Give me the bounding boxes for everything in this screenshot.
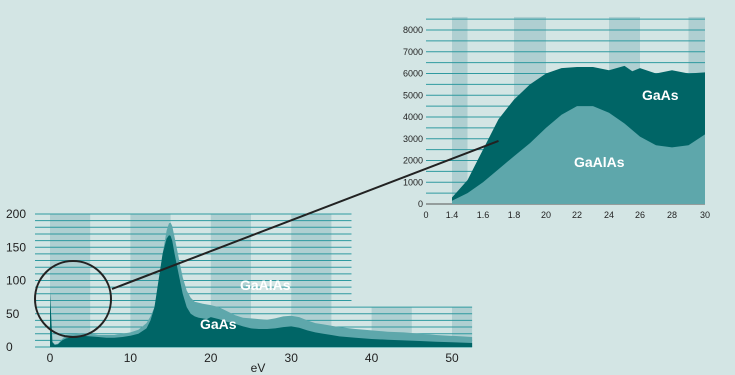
- main-x-tick-labels: 0 10 20 30 40 50: [47, 351, 459, 365]
- inset-gaas-label: GaAs: [642, 87, 679, 103]
- main-y-tick-labels: 0 50 100 150 200: [6, 207, 26, 354]
- main-x-tick-label: 0: [47, 351, 54, 365]
- inset-y-tick-label: 2000: [403, 156, 423, 166]
- inset-x-tick-label: 1.4: [446, 210, 459, 220]
- main-plot-areas: [50, 222, 473, 347]
- inset-chart: 0 1000 2000 3000 4000 5000 6000 7000 8000 0 1.4 1.…: [403, 16, 710, 220]
- inset-y-tick-label: 1000: [403, 177, 423, 187]
- main-y-tick-label: 100: [6, 274, 26, 288]
- inset-x-tick-label: 0: [423, 210, 428, 220]
- main-y-tick-label: 200: [6, 207, 26, 221]
- inset-gaalas-label: GaAlAs: [574, 154, 625, 170]
- inset-y-tick-label: 4000: [403, 112, 423, 122]
- inset-y-tick-label: 7000: [403, 47, 423, 57]
- main-x-tick-label: 10: [124, 351, 138, 365]
- main-y-tick-label: 150: [6, 240, 26, 254]
- inset-y-tick-label: 6000: [403, 69, 423, 79]
- main-x-tick-label: 30: [285, 351, 299, 365]
- zoom-callout: [34, 139, 499, 338]
- inset-y-tick-labels: 0 1000 2000 3000 4000 5000 6000 7000 8000: [403, 25, 423, 209]
- inset-x-tick-label: 24: [604, 210, 614, 220]
- inset-y-tick-label: 3000: [403, 134, 423, 144]
- inset-band: [452, 16, 468, 205]
- inset-gaalas-area: [452, 106, 705, 204]
- inset-x-tick-label: 26: [635, 210, 645, 220]
- main-y-tick-label: 50: [6, 307, 20, 321]
- main-x-tick-label: 20: [204, 351, 218, 365]
- main-x-tick-label: 40: [365, 351, 379, 365]
- inset-x-tick-label: 22: [572, 210, 582, 220]
- main-gaas-area: [50, 235, 473, 347]
- main-y-tick-label: 0: [6, 340, 13, 354]
- inset-x-tick-label: 1.8: [508, 210, 521, 220]
- zoom-connector-line: [111, 139, 499, 290]
- inset-y-tick-label: 0: [418, 199, 423, 209]
- inset-x-tick-label: 28: [667, 210, 677, 220]
- inset-plot-areas: [452, 65, 705, 205]
- inset-y-tick-label: 5000: [403, 90, 423, 100]
- main-gaalas-label: GaAlAs: [240, 277, 291, 293]
- main-x-tick-label: 50: [445, 351, 459, 365]
- inset-x-tick-label: 20: [541, 210, 551, 220]
- main-gaas-label: GaAs: [200, 316, 237, 332]
- inset-y-tick-label: 8000: [403, 25, 423, 35]
- main-x-axis-label: eV: [251, 361, 266, 375]
- zoom-circle: [34, 260, 112, 338]
- inset-x-tick-label: 30: [700, 210, 710, 220]
- inset-x-tick-labels: 0 1.4 1.6 1.8 20 22 24 26 28 30: [423, 210, 710, 220]
- inset-x-tick-label: 1.6: [477, 210, 490, 220]
